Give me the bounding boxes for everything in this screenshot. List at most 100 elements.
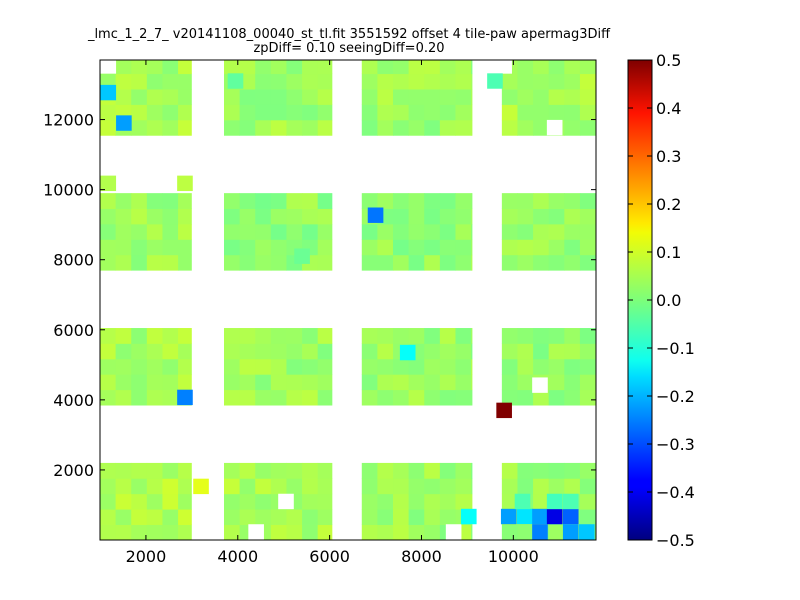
- heatmap-cell: [146, 462, 163, 479]
- heatmap-outlier-cell: [116, 115, 132, 131]
- heatmap-cell: [100, 524, 117, 541]
- heatmap-cell: [533, 493, 550, 510]
- colorbar-tick-label: −0.5: [656, 531, 695, 550]
- heatmap-cell: [579, 509, 596, 525]
- heatmap-cell: [564, 60, 581, 75]
- y-tick-label: 2000: [53, 461, 94, 480]
- heatmap-cell: [224, 223, 241, 240]
- heatmap-cell: [286, 119, 303, 136]
- heatmap-cell: [548, 328, 565, 344]
- heatmap-cell: [178, 358, 192, 375]
- heatmap-cell: [146, 343, 163, 360]
- heatmap-cell: [302, 208, 319, 225]
- heatmap-cell: [115, 343, 132, 360]
- heatmap-cell: [517, 73, 534, 90]
- heatmap-cell: [255, 73, 272, 90]
- heatmap-cell: [162, 328, 179, 344]
- heatmap-cell: [146, 328, 163, 344]
- heatmap-cell: [100, 208, 117, 225]
- heatmap-cell: [178, 509, 192, 525]
- colorbar-tick-label: 0.0: [656, 291, 681, 310]
- heatmap-cell: [579, 104, 596, 121]
- heatmap-cell: [393, 73, 410, 90]
- heatmap-cell: [239, 208, 256, 225]
- heatmap-cell: [408, 493, 425, 510]
- heatmap-cell: [393, 193, 410, 209]
- heatmap-cell: [270, 478, 287, 495]
- heatmap-cell: [302, 462, 319, 479]
- heatmap-cell: [302, 60, 319, 75]
- heatmap-cell: [579, 73, 596, 90]
- heatmap-cell: [455, 493, 472, 510]
- heatmap-cell: [361, 509, 378, 525]
- heatmap-cell: [579, 374, 596, 391]
- heatmap-cell: [100, 328, 117, 344]
- heatmap-cell: [255, 462, 272, 479]
- heatmap-cell: [224, 493, 241, 510]
- heatmap-cell: [517, 524, 534, 541]
- heatmap-cell: [471, 223, 473, 240]
- heatmap-cell: [100, 462, 117, 479]
- heatmap-cell: [361, 389, 378, 406]
- colorbar-tick-label: 0.5: [656, 51, 681, 70]
- heatmap-cell: [178, 60, 192, 75]
- heatmap-cell: [131, 478, 148, 495]
- heatmap-cell: [255, 328, 272, 344]
- heatmap-cell: [408, 462, 425, 479]
- heatmap-cell: [317, 478, 333, 495]
- heatmap-cell: [286, 524, 303, 541]
- heatmap-cell: [533, 119, 550, 136]
- heatmap-cell: [224, 343, 241, 360]
- heatmap-cell: [439, 60, 456, 75]
- heatmap-cell: [533, 239, 550, 256]
- heatmap-cell: [146, 524, 163, 541]
- heatmap-outlier-cell: [193, 478, 209, 495]
- heatmap-cell: [162, 119, 179, 136]
- x-tick-label: 8000: [401, 547, 442, 566]
- heatmap-cell: [501, 524, 518, 541]
- heatmap-cell: [131, 60, 148, 75]
- heatmap-cell: [439, 223, 456, 240]
- heatmap-cell: [439, 358, 456, 375]
- heatmap-cell: [471, 239, 473, 256]
- heatmap-cell: [178, 193, 192, 209]
- heatmap-cell: [455, 119, 472, 136]
- heatmap-cell: [455, 223, 472, 240]
- heatmap-cell: [224, 389, 241, 406]
- heatmap-cell: [533, 343, 550, 360]
- heatmap-cell: [302, 524, 319, 541]
- heatmap-cell: [517, 358, 534, 375]
- colorbar-ticks: 0.5 0.4 0.3 0.2 0.1 0.0 −0.1 −0.2 −0.3 −0.4 −0.5: [628, 51, 695, 550]
- heatmap-cell: [270, 193, 287, 209]
- heatmap-cell: [361, 73, 378, 90]
- heatmap-cell: [564, 462, 581, 479]
- heatmap-outlier-cell: [177, 175, 193, 192]
- heatmap-cell: [439, 239, 456, 256]
- heatmap-cell: [224, 524, 241, 541]
- heatmap-cell: [162, 89, 179, 105]
- heatmap-cell: [270, 223, 287, 240]
- heatmap-cell: [131, 509, 148, 525]
- colorbar-tick-label: −0.4: [656, 483, 695, 502]
- y-tick-label: 8000: [53, 251, 94, 270]
- heatmap-cell: [286, 328, 303, 344]
- heatmap-cell: [302, 343, 319, 360]
- heatmap-cell: [162, 493, 179, 510]
- heatmap-cell: [439, 509, 456, 525]
- heatmap-cell: [361, 119, 378, 136]
- heatmap-cell: [455, 208, 472, 225]
- heatmap-cell: [317, 509, 333, 525]
- heatmap-outlier-cell: [227, 73, 244, 89]
- heatmap-cell: [517, 389, 534, 406]
- heatmap-cell: [100, 193, 117, 209]
- heatmap-cell: [255, 509, 272, 525]
- heatmap-empty-cell: [445, 524, 462, 540]
- heatmap-cell: [564, 343, 581, 360]
- heatmap-cell: [501, 389, 518, 406]
- heatmap-cell: [100, 343, 117, 360]
- heatmap-cell: [100, 358, 117, 375]
- heatmap-empty-cell: [532, 377, 548, 393]
- heatmap-cell: [393, 524, 410, 541]
- heatmap-cell: [115, 524, 132, 541]
- heatmap-cell: [579, 119, 596, 136]
